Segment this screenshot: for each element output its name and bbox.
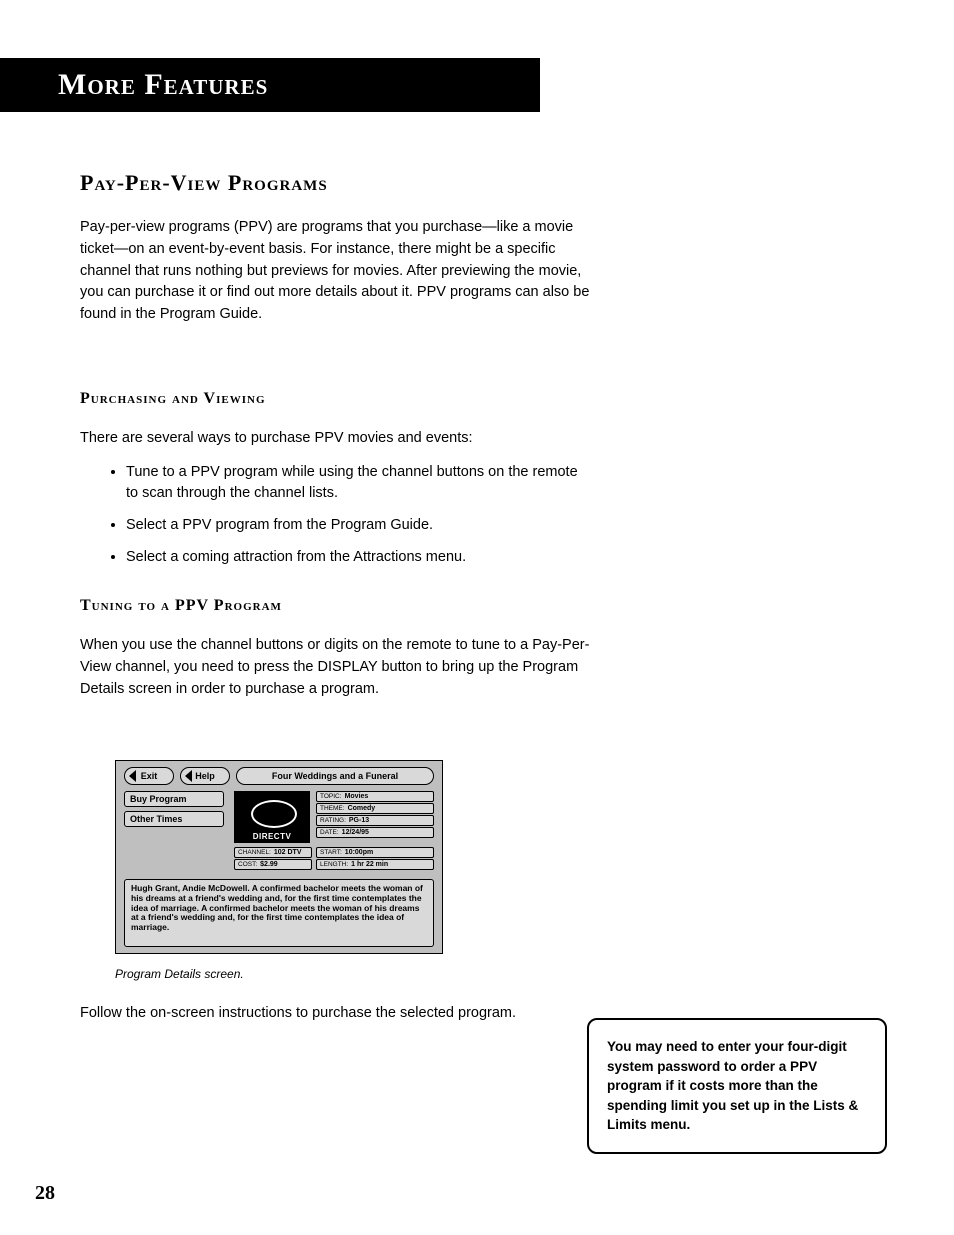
pd-buy-program-option: Buy Program	[124, 791, 224, 807]
pd-label: COST:	[238, 861, 257, 868]
pd-label: TOPIC:	[320, 793, 342, 800]
pd-fields-bottom-left: CHANNEL:102 DTV COST:$2.99	[234, 847, 312, 871]
pd-value: PG-13	[349, 817, 369, 824]
paragraph-tuning: When you use the channel buttons or digi…	[80, 635, 590, 700]
pd-exit-label: Exit	[141, 771, 158, 781]
directv-logo-text: DIRECTV	[253, 832, 292, 841]
pd-description: Hugh Grant, Andie McDowell. A confirmed …	[124, 879, 434, 947]
pd-program-title: Four Weddings and a Funeral	[236, 767, 434, 785]
section-heading-ppv: Pay-Per-View Programs	[80, 170, 328, 196]
chapter-title-banner: More Features	[0, 58, 540, 112]
pd-value: 12/24/95	[342, 829, 369, 836]
chapter-title-text: More Features	[58, 68, 268, 102]
pd-label: THEME:	[320, 805, 345, 812]
list-item: Tune to a PPV program while using the ch…	[126, 462, 590, 504]
pd-value: 1 hr 22 min	[351, 861, 388, 868]
pd-label: LENGTH:	[320, 861, 348, 868]
pd-field-date: DATE:12/24/95	[316, 827, 434, 838]
list-item: Select a coming attraction from the Attr…	[126, 547, 590, 568]
pd-fields-right-column: TOPIC:Movies THEME:Comedy RATING:PG-13 D…	[316, 791, 434, 839]
pd-value: $2.99	[260, 861, 278, 868]
pd-exit-tab: Exit	[124, 767, 174, 785]
paragraph-purchasing-lead: There are several ways to purchase PPV m…	[80, 428, 590, 450]
pd-other-times-option: Other Times	[124, 811, 224, 827]
left-arrow-icon	[129, 770, 136, 782]
pd-label: RATING:	[320, 817, 346, 824]
pd-field-start: START:10:00pm	[316, 847, 434, 858]
pd-value: Movies	[345, 793, 369, 800]
pd-label: CHANNEL:	[238, 849, 271, 856]
pd-help-tab: Help	[180, 767, 230, 785]
page-number: 28	[35, 1182, 55, 1205]
pd-value: 102 DTV	[274, 849, 302, 856]
program-details-screenshot: Exit Help Four Weddings and a Funeral Bu…	[115, 760, 443, 954]
sidebar-note: You may need to enter your four-digit sy…	[587, 1018, 887, 1154]
list-item: Select a PPV program from the Program Gu…	[126, 515, 590, 536]
pd-value: 10:00pm	[345, 849, 373, 856]
pd-fields-bottom-right: START:10:00pm LENGTH:1 hr 22 min	[316, 847, 434, 871]
purchasing-bullet-list: Tune to a PPV program while using the ch…	[100, 462, 590, 579]
pd-field-topic: TOPIC:Movies	[316, 791, 434, 802]
pd-field-cost: COST:$2.99	[234, 859, 312, 870]
pd-value: Comedy	[348, 805, 376, 812]
pd-top-tabs: Exit Help Four Weddings and a Funeral	[124, 767, 434, 785]
pd-field-channel: CHANNEL:102 DTV	[234, 847, 312, 858]
pd-left-options: Buy Program Other Times	[124, 791, 224, 831]
directv-logo-icon: DIRECTV	[234, 791, 310, 843]
pd-label: START:	[320, 849, 342, 856]
pd-field-rating: RATING:PG-13	[316, 815, 434, 826]
pd-help-label: Help	[195, 771, 215, 781]
left-arrow-icon	[185, 770, 192, 782]
pd-label: DATE:	[320, 829, 339, 836]
subheading-purchasing: Purchasing and Viewing	[80, 390, 266, 408]
pd-field-theme: THEME:Comedy	[316, 803, 434, 814]
subheading-tuning: Tuning to a PPV Program	[80, 597, 282, 615]
pd-field-length: LENGTH:1 hr 22 min	[316, 859, 434, 870]
paragraph-ppv-intro: Pay-per-view programs (PPV) are programs…	[80, 217, 590, 326]
paragraph-follow-onscreen: Follow the on-screen instructions to pur…	[80, 1003, 590, 1025]
screenshot-caption: Program Details screen.	[115, 967, 244, 981]
